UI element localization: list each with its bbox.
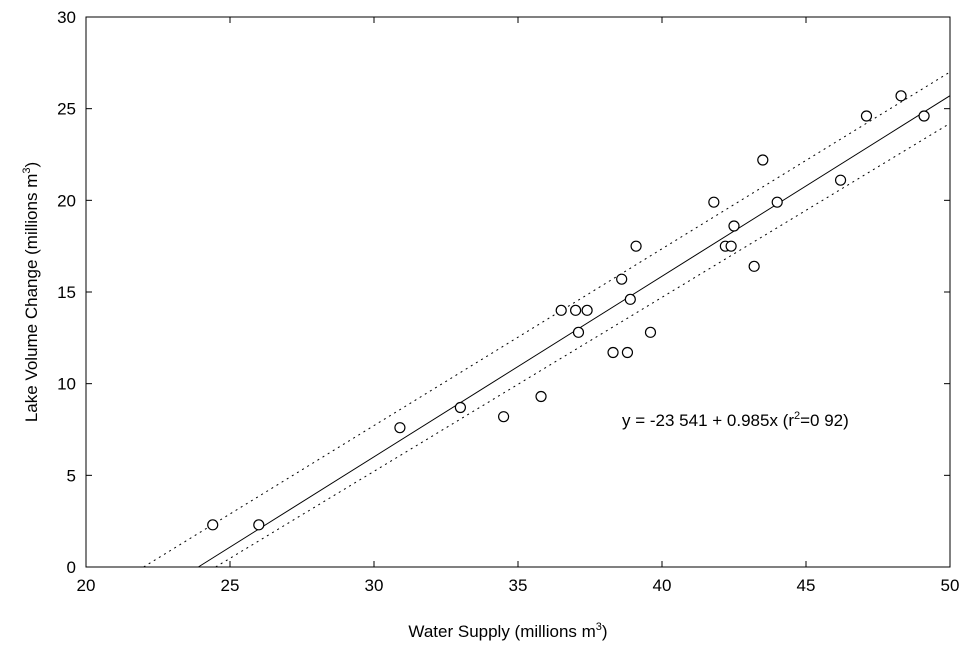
data-point — [771, 196, 783, 208]
x-axis-label: Water Supply (millions m3) — [408, 621, 607, 641]
x-tick-label: 35 — [509, 576, 528, 595]
data-point — [607, 346, 619, 359]
data-point — [757, 154, 769, 166]
data-point — [725, 240, 737, 252]
data-point — [834, 174, 847, 186]
equation-annotation: y = -23 541 + 0.985x (r2=0 92) — [622, 410, 849, 430]
data-point — [253, 519, 265, 531]
data-point — [498, 411, 510, 423]
data-point — [728, 220, 740, 232]
data-point — [630, 240, 642, 252]
x-tick-labels: 20 25 30 35 40 45 50 — [77, 576, 960, 595]
data-points — [207, 90, 930, 531]
confidence-upper-line — [143, 71, 951, 568]
data-point — [572, 326, 585, 338]
y-tick-labels: 0 5 10 15 20 25 30 — [57, 8, 76, 577]
data-point — [918, 110, 930, 122]
plot-frame — [85, 16, 951, 568]
data-point — [624, 293, 636, 305]
y-tick-label: 30 — [57, 8, 76, 27]
data-point — [748, 260, 760, 272]
confidence-lower-line — [215, 122, 951, 568]
y-tick-label: 10 — [57, 375, 76, 394]
y-tick-label: 20 — [57, 191, 76, 210]
regression-lines — [86, 71, 951, 568]
y-tick-label: 0 — [67, 558, 76, 577]
data-point — [569, 304, 582, 316]
x-tick-label: 45 — [797, 576, 816, 595]
y-tick-label: 5 — [67, 466, 76, 485]
data-point — [616, 273, 628, 285]
axis-ticks — [85, 16, 951, 568]
x-tick-label: 30 — [365, 576, 384, 595]
x-tick-label: 40 — [653, 576, 672, 595]
x-tick-label: 25 — [221, 576, 240, 595]
data-point — [535, 390, 547, 403]
data-point — [708, 196, 720, 208]
data-point — [207, 519, 219, 531]
data-point — [644, 326, 657, 338]
data-point — [454, 401, 466, 414]
data-point — [555, 304, 567, 316]
x-tick-label: 20 — [77, 576, 96, 595]
data-point — [394, 422, 406, 434]
y-tick-label: 15 — [57, 283, 76, 302]
y-tick-label: 25 — [57, 100, 76, 119]
data-point — [860, 110, 873, 122]
data-point — [895, 90, 907, 102]
data-point — [621, 346, 634, 359]
data-point — [581, 304, 593, 316]
y-axis-label: Lake Volume Change (millions m3) — [21, 162, 41, 422]
x-tick-label: 50 — [941, 576, 960, 595]
